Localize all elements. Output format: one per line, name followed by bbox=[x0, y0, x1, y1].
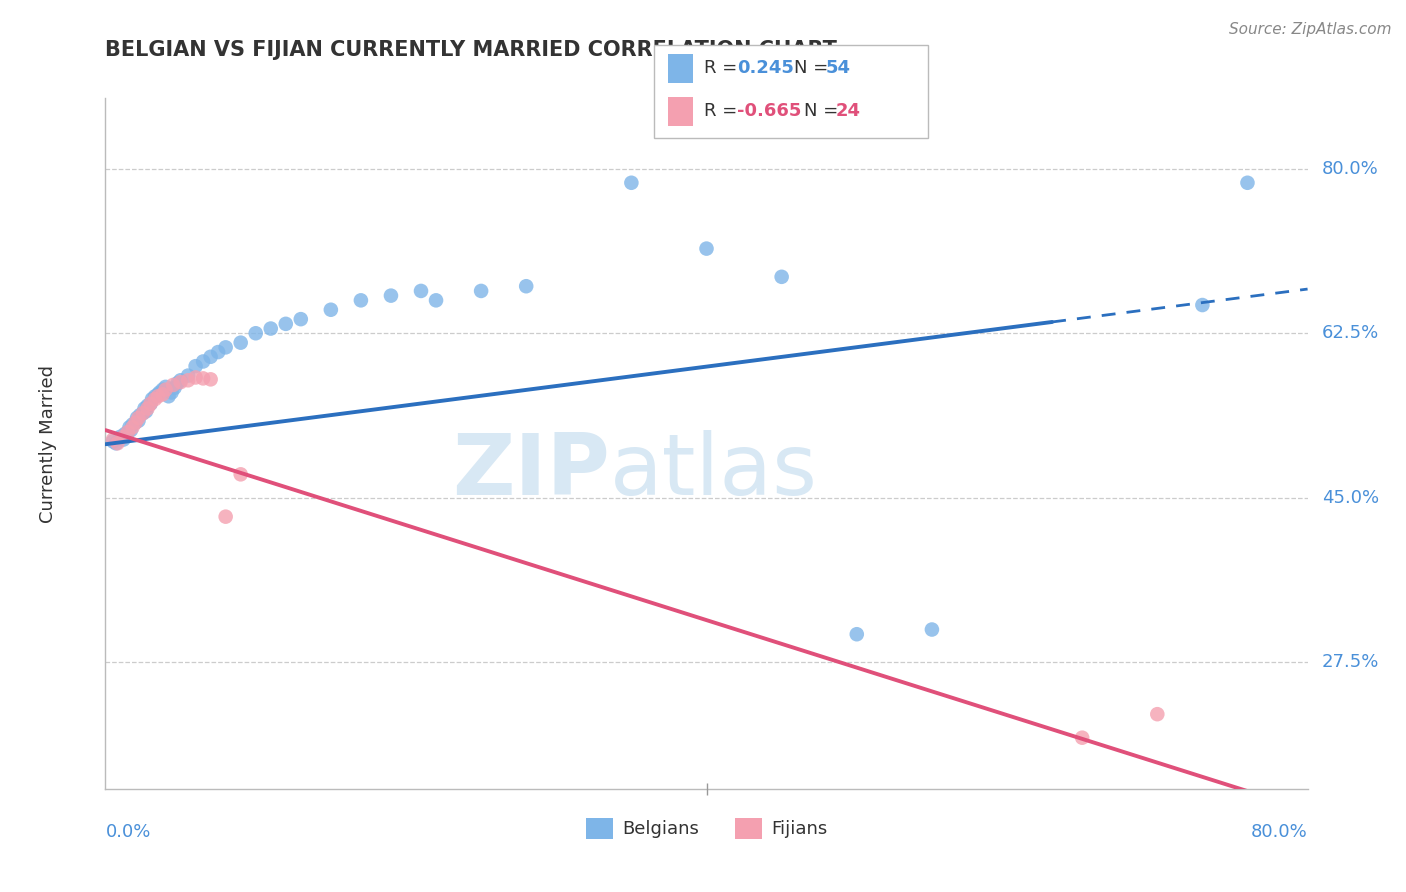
Text: ZIP: ZIP bbox=[453, 430, 610, 513]
Point bbox=[112, 430, 135, 444]
Point bbox=[112, 433, 135, 447]
Point bbox=[124, 416, 146, 430]
Point bbox=[770, 269, 793, 284]
Point bbox=[921, 623, 943, 637]
Point bbox=[350, 293, 373, 308]
Point bbox=[152, 383, 174, 397]
Point bbox=[409, 284, 432, 298]
Point bbox=[515, 279, 537, 293]
Point bbox=[169, 373, 191, 387]
Point bbox=[132, 406, 155, 420]
Point bbox=[169, 375, 191, 389]
Point bbox=[200, 350, 222, 364]
Point bbox=[134, 401, 156, 416]
Point bbox=[129, 408, 152, 422]
Point bbox=[163, 381, 186, 395]
Text: N =: N = bbox=[804, 102, 844, 120]
Point bbox=[845, 627, 868, 641]
Point bbox=[319, 302, 342, 317]
Text: 0.0%: 0.0% bbox=[105, 822, 150, 840]
Point bbox=[1236, 176, 1258, 190]
Point bbox=[696, 242, 718, 256]
Point bbox=[177, 368, 200, 383]
Point bbox=[136, 399, 159, 413]
Text: N =: N = bbox=[794, 59, 834, 77]
Point bbox=[136, 401, 159, 416]
Text: Source: ZipAtlas.com: Source: ZipAtlas.com bbox=[1229, 22, 1392, 37]
Point bbox=[139, 397, 162, 411]
Point bbox=[146, 389, 169, 403]
Point bbox=[128, 411, 150, 425]
Point bbox=[141, 392, 163, 406]
Point bbox=[143, 392, 166, 406]
Point bbox=[1071, 731, 1094, 745]
Text: 0.245: 0.245 bbox=[737, 59, 793, 77]
Point bbox=[110, 430, 132, 444]
Point bbox=[260, 321, 283, 335]
Text: 45.0%: 45.0% bbox=[1322, 489, 1379, 507]
Point bbox=[101, 433, 124, 447]
Point bbox=[177, 373, 200, 387]
Point bbox=[191, 354, 214, 368]
Point bbox=[166, 376, 188, 390]
Point bbox=[107, 436, 129, 450]
Point bbox=[152, 387, 174, 401]
Point bbox=[1191, 298, 1213, 312]
Point bbox=[620, 176, 643, 190]
Point bbox=[139, 397, 162, 411]
Point bbox=[155, 383, 177, 397]
Point bbox=[117, 425, 139, 439]
Point bbox=[121, 420, 143, 434]
Point bbox=[104, 436, 127, 450]
Point bbox=[155, 380, 177, 394]
Point bbox=[274, 317, 297, 331]
Point bbox=[214, 509, 236, 524]
Point bbox=[132, 406, 155, 420]
Point bbox=[117, 425, 139, 439]
Text: R =: R = bbox=[704, 102, 744, 120]
Point bbox=[157, 389, 180, 403]
Point bbox=[191, 371, 214, 385]
Text: BELGIAN VS FIJIAN CURRENTLY MARRIED CORRELATION CHART: BELGIAN VS FIJIAN CURRENTLY MARRIED CORR… bbox=[105, 40, 838, 60]
Point bbox=[160, 385, 183, 400]
Point bbox=[290, 312, 312, 326]
Text: -0.665: -0.665 bbox=[737, 102, 801, 120]
Text: 62.5%: 62.5% bbox=[1322, 325, 1379, 343]
Point bbox=[135, 404, 157, 418]
Text: R =: R = bbox=[704, 59, 744, 77]
Point bbox=[146, 387, 169, 401]
Point bbox=[229, 335, 252, 350]
Point bbox=[114, 426, 136, 441]
Point bbox=[214, 340, 236, 354]
Legend: Belgians, Fijians: Belgians, Fijians bbox=[578, 811, 835, 847]
Point bbox=[101, 434, 124, 449]
Point bbox=[143, 389, 166, 403]
Point bbox=[200, 372, 222, 386]
Point bbox=[245, 326, 267, 341]
Point bbox=[229, 467, 252, 482]
Point bbox=[184, 359, 207, 374]
Text: 27.5%: 27.5% bbox=[1322, 654, 1379, 672]
Text: 24: 24 bbox=[835, 102, 860, 120]
Point bbox=[118, 420, 141, 434]
Point bbox=[148, 385, 170, 400]
Point bbox=[124, 416, 146, 430]
Point bbox=[128, 414, 150, 428]
Text: 80.0%: 80.0% bbox=[1322, 160, 1379, 178]
Text: Currently Married: Currently Married bbox=[39, 365, 56, 523]
Point bbox=[120, 423, 142, 437]
Point bbox=[207, 345, 229, 359]
Point bbox=[184, 370, 207, 384]
Point bbox=[470, 284, 492, 298]
Point bbox=[425, 293, 447, 308]
Point bbox=[162, 378, 184, 392]
Point bbox=[121, 417, 143, 432]
Point bbox=[125, 411, 148, 425]
Point bbox=[1146, 707, 1168, 722]
Text: 80.0%: 80.0% bbox=[1251, 822, 1308, 840]
Text: 54: 54 bbox=[825, 59, 851, 77]
Text: atlas: atlas bbox=[610, 430, 818, 513]
Point bbox=[380, 288, 402, 302]
